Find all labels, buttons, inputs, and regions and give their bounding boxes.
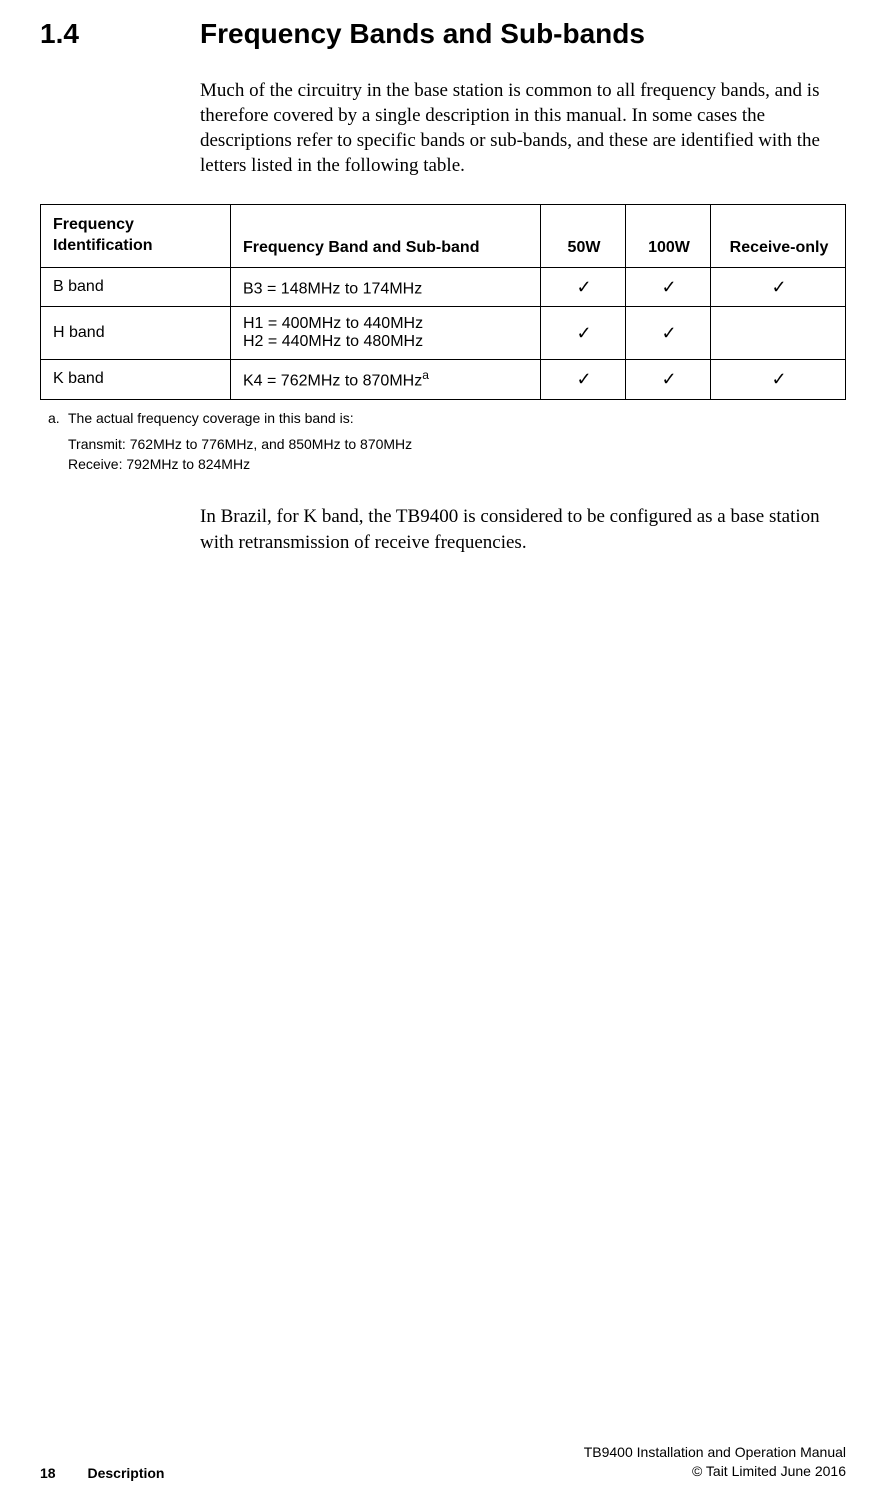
post-paragraph: In Brazil, for K band, the TB9400 is con… — [200, 504, 846, 554]
cell-freq-id: H band — [41, 307, 231, 360]
cell-freq-id: K band — [41, 360, 231, 399]
cell-band-l1: H1 = 400MHz to 440MHz — [243, 315, 423, 332]
cell-band-l1: K4 = 762MHz to 870MHz — [243, 373, 422, 390]
cell-rx: ✓ — [711, 360, 846, 399]
footnote-label: a. — [48, 408, 68, 428]
table-header-row: Frequency Identification Frequency Band … — [41, 205, 846, 268]
footer-left: 18 Description — [40, 1465, 164, 1481]
cell-band-l1: B3 = 148MHz to 174MHz — [243, 280, 422, 297]
th-freq-id: Frequency Identification — [41, 205, 231, 268]
table-row: B band B3 = 148MHz to 174MHz ✓ ✓ ✓ — [41, 267, 846, 306]
footnote-line3: Receive: 792MHz to 824MHz — [68, 454, 846, 474]
cell-rx — [711, 307, 846, 360]
footnote-line1: The actual frequency coverage in this ba… — [68, 410, 354, 426]
cell-freq-id: B band — [41, 267, 231, 306]
footnote-line2: Transmit: 762MHz to 776MHz, and 850MHz t… — [68, 434, 846, 454]
th-freq-id-l2: Identification — [53, 237, 153, 254]
table-row: H band H1 = 400MHz to 440MHz H2 = 440MHz… — [41, 307, 846, 360]
table-footnote: a.The actual frequency coverage in this … — [68, 408, 846, 475]
table-row: K band K4 = 762MHz to 870MHza ✓ ✓ ✓ — [41, 360, 846, 399]
cell-rx: ✓ — [711, 267, 846, 306]
page-footer: 18 Description TB9400 Installation and O… — [40, 1443, 846, 1481]
th-50w: 50W — [541, 205, 626, 268]
footer-right: TB9400 Installation and Operation Manual… — [584, 1443, 846, 1481]
cell-100w: ✓ — [626, 307, 711, 360]
cell-band: K4 = 762MHz to 870MHza — [231, 360, 541, 399]
cell-band-l2: H2 = 440MHz to 480MHz — [243, 333, 423, 350]
th-100w: 100W — [626, 205, 711, 268]
footer-manual: TB9400 Installation and Operation Manual — [584, 1443, 846, 1462]
th-band: Frequency Band and Sub-band — [231, 205, 541, 268]
cell-50w: ✓ — [541, 360, 626, 399]
cell-band-sup: a — [422, 368, 429, 382]
cell-band: H1 = 400MHz to 440MHz H2 = 440MHz to 480… — [231, 307, 541, 360]
section-title: Frequency Bands and Sub-bands — [200, 18, 645, 50]
section-heading: 1.4 Frequency Bands and Sub-bands — [40, 18, 846, 50]
cell-100w: ✓ — [626, 360, 711, 399]
page: 1.4 Frequency Bands and Sub-bands Much o… — [0, 18, 886, 1507]
th-rx: Receive-only — [711, 205, 846, 268]
footer-page-number: 18 — [40, 1465, 56, 1481]
frequency-table: Frequency Identification Frequency Band … — [40, 204, 846, 399]
cell-band: B3 = 148MHz to 174MHz — [231, 267, 541, 306]
intro-paragraph: Much of the circuitry in the base statio… — [200, 78, 846, 178]
footer-copyright: © Tait Limited June 2016 — [584, 1462, 846, 1481]
section-number: 1.4 — [40, 18, 200, 50]
cell-50w: ✓ — [541, 307, 626, 360]
cell-50w: ✓ — [541, 267, 626, 306]
cell-100w: ✓ — [626, 267, 711, 306]
th-freq-id-l1: Frequency — [53, 216, 134, 233]
footer-section: Description — [87, 1465, 164, 1481]
